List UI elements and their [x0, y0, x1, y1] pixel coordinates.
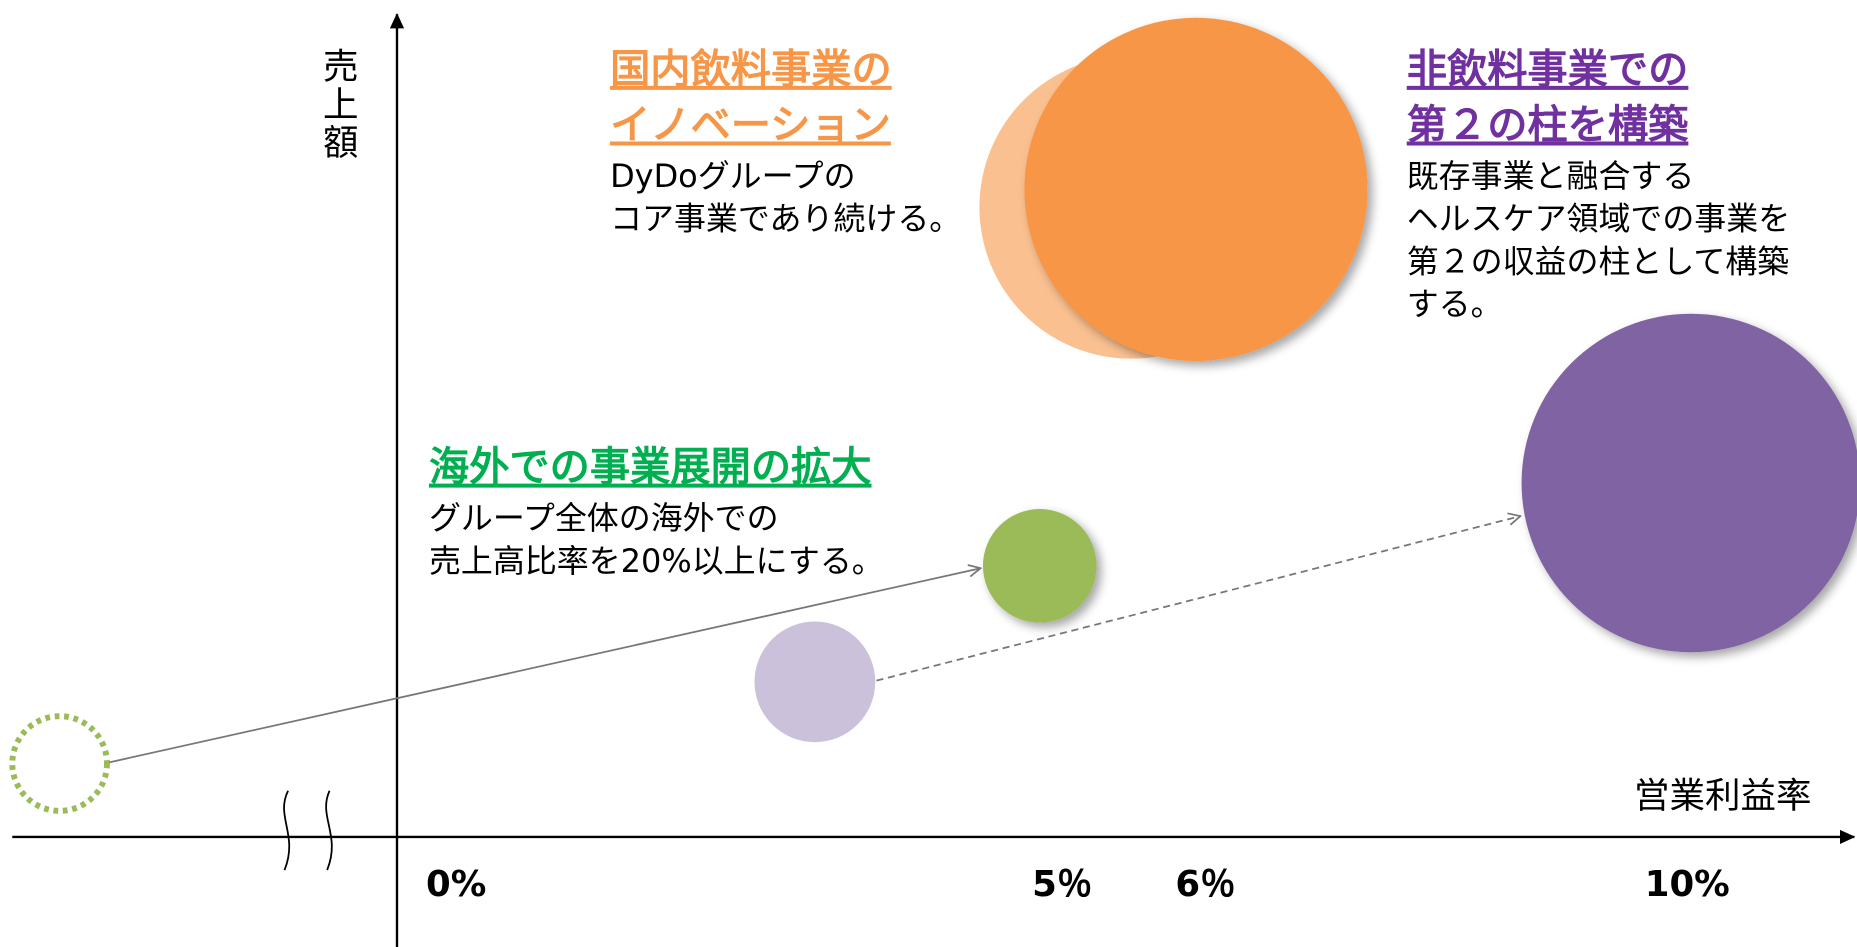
group-body: グループ全体の海外での [429, 499, 779, 537]
arrow [109, 568, 980, 764]
x-tick-label: 10% [1645, 864, 1730, 905]
group-body: する。 [1407, 285, 1503, 323]
group-title: 海外での事業展開の拡大 [429, 445, 872, 491]
x-axis-label: 営業利益率 [1634, 775, 1812, 816]
group-body: ヘルスケア領域での事業を [1407, 200, 1790, 238]
group-body: 売上高比率を20%以上にする。 [429, 542, 884, 580]
x-tick-label: 0% [426, 864, 486, 905]
group-title: 国内飲料事業の [610, 47, 892, 93]
group-title: 非飲料事業での [1407, 47, 1689, 93]
group-title: イノベーション [610, 102, 891, 148]
bubble [982, 509, 1097, 623]
x-tick-label: 6％ [1175, 864, 1235, 905]
group-body: コア事業であり続ける。 [610, 200, 961, 238]
group-body: 既存事業と融合する [1407, 157, 1695, 195]
bubble [1024, 17, 1368, 362]
bubble [754, 621, 876, 743]
axis-break [283, 790, 333, 871]
y-axis-label: 売上額 [317, 47, 358, 161]
group-body: 第２の収益の柱として構築 [1407, 242, 1789, 280]
bubble-outline [9, 713, 110, 814]
bubble [1521, 313, 1857, 653]
arrow [876, 516, 1520, 682]
x-tick-label: 5％ [1032, 864, 1092, 905]
group-body: DyDoグループの [610, 157, 856, 195]
group-title: 第２の柱を構築 [1407, 102, 1689, 148]
